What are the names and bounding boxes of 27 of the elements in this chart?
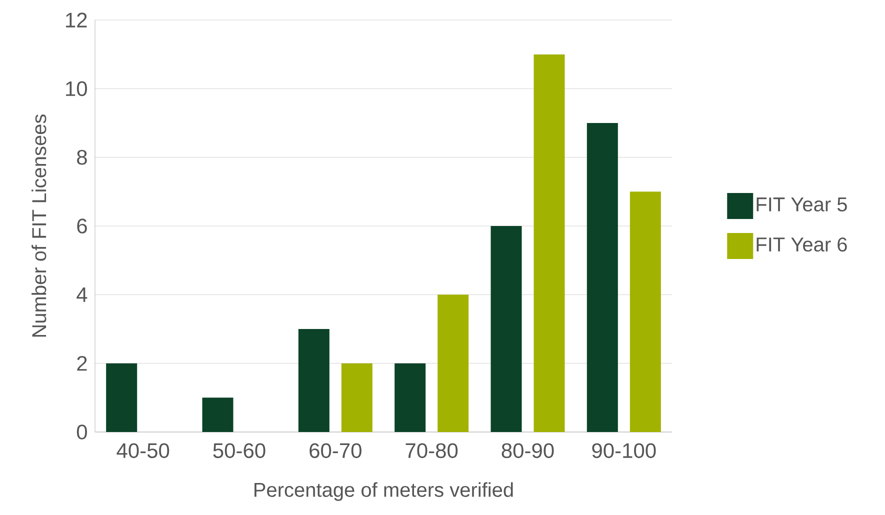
x-tick-label: 60-70 [310, 443, 362, 458]
x-tick-label: 80-90 [502, 443, 554, 458]
y-tick-label: 12 [66, 12, 87, 28]
x-tick-label: 90-100 [592, 443, 656, 458]
y-tick-label: 10 [66, 81, 87, 96]
bar [438, 294, 469, 432]
y-tick-label: 6 [77, 218, 87, 234]
bar [630, 192, 661, 432]
bar [298, 329, 330, 432]
bar [534, 54, 565, 432]
y-axis-title: Number of FIT Licensees [32, 114, 46, 337]
x-tick-label: 40-50 [116, 443, 170, 458]
bar [394, 363, 426, 432]
x-tick-label: 70-80 [406, 443, 458, 458]
bar [341, 363, 372, 432]
bar [586, 123, 618, 432]
x-axis-title: Percentage of meters verified [254, 482, 513, 501]
y-tick-label: 2 [77, 356, 87, 371]
bar [106, 363, 138, 432]
legend-label: FIT Year 6 [756, 237, 847, 252]
legend-label: FIT Year 5 [756, 198, 847, 212]
x-tick-label: 50-60 [213, 443, 266, 458]
y-tick-label: 8 [77, 150, 87, 165]
y-tick-label: 0 [76, 424, 87, 440]
bar [490, 226, 522, 432]
bar [202, 398, 234, 432]
y-tick-label: 4 [76, 287, 88, 302]
